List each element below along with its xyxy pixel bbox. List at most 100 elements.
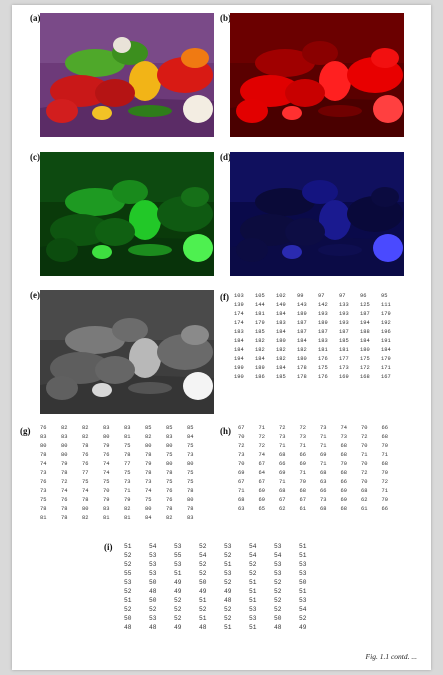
matrix-cell: 78: [166, 470, 173, 476]
matrix-cell: 52: [224, 552, 232, 559]
matrix-cell: 61: [299, 506, 306, 512]
matrix-cell: 69: [340, 497, 347, 503]
matrix-cell: 67: [238, 425, 245, 431]
matrix-cell: 48: [124, 624, 132, 631]
matrix-cell: 49: [174, 624, 182, 631]
matrix-cell: 50: [149, 579, 157, 586]
matrix-cell: 185: [255, 329, 265, 335]
matrix-cell: 67: [299, 497, 306, 503]
matrix-cell: 184: [276, 365, 286, 371]
matrix-cell: 74: [145, 488, 152, 494]
matrix-cell: 78: [187, 506, 194, 512]
matrix-cell: 80: [61, 443, 68, 449]
matrix-cell: 49: [224, 588, 232, 595]
matrix-cell: 82: [82, 515, 89, 521]
matrix-cell: 180: [276, 338, 286, 344]
matrix-cell: 53: [124, 579, 132, 586]
matrix-cell: 184: [297, 338, 307, 344]
label-d: (d): [220, 152, 231, 162]
matrix-cell: 70: [381, 497, 388, 503]
matrix-cell: 67: [279, 497, 286, 503]
matrix-cell: 70: [361, 425, 368, 431]
matrix-cell: 70: [361, 461, 368, 467]
panel-b-red-channel: [230, 13, 404, 137]
matrix-cell: 75: [166, 452, 173, 458]
matrix-cell: 79: [61, 461, 68, 467]
matrix-cell: 53: [299, 561, 307, 568]
matrix-cell: 180: [297, 356, 307, 362]
matrix-cell: 72: [381, 479, 388, 485]
matrix-cell: 78: [145, 452, 152, 458]
matrix-h: 67 71 72 72 73 74 70 66 70 72 73 73 71 73 72 68 72 72 71 71…: [238, 424, 402, 514]
matrix-cell: 79: [124, 497, 131, 503]
matrix-cell: 48: [149, 624, 157, 631]
matrix-cell: 75: [187, 443, 194, 449]
matrix-cell: 51: [199, 615, 207, 622]
matrix-cell: 185: [276, 374, 286, 380]
matrix-cell: 81: [103, 515, 110, 521]
matrix-cell: 184: [276, 329, 286, 335]
matrix-cell: 181: [339, 347, 349, 353]
matrix-cell: 48: [149, 588, 157, 595]
matrix-cell: 83: [103, 506, 110, 512]
panel-e-grayscale: [40, 290, 214, 414]
matrix-cell: 51: [199, 597, 207, 604]
matrix-cell: 85: [166, 425, 173, 431]
matrix-cell: 183: [234, 329, 244, 335]
matrix-cell: 52: [199, 570, 207, 577]
matrix-cell: 79: [103, 443, 110, 449]
matrix-cell: 54: [274, 552, 282, 559]
matrix-cell: 80: [145, 506, 152, 512]
matrix-cell: 182: [297, 347, 307, 353]
matrix-cell: 103: [234, 293, 244, 299]
matrix-cell: 66: [299, 452, 306, 458]
matrix-cell: 182: [255, 347, 265, 353]
matrix-cell: 143: [297, 302, 307, 308]
matrix-cell: 71: [279, 443, 286, 449]
matrix-cell: 51: [299, 543, 307, 550]
matrix-cell: 76: [40, 479, 47, 485]
matrix-cell: 182: [276, 347, 286, 353]
matrix-cell: 61: [361, 506, 368, 512]
matrix-cell: 182: [255, 338, 265, 344]
matrix-cell: 74: [40, 461, 47, 467]
matrix-cell: 83: [187, 515, 194, 521]
matrix-cell: 71: [320, 434, 327, 440]
matrix-cell: 78: [124, 452, 131, 458]
matrix-cell: 68: [238, 497, 245, 503]
matrix-cell: 78: [187, 488, 194, 494]
matrix-cell: 179: [255, 320, 265, 326]
matrix-cell: 54: [249, 552, 257, 559]
matrix-cell: 68: [279, 488, 286, 494]
matrix-cell: 71: [299, 470, 306, 476]
matrix-cell: 144: [255, 302, 265, 308]
matrix-cell: 68: [320, 506, 327, 512]
matrix-cell: 53: [149, 615, 157, 622]
matrix-cell: 71: [381, 452, 388, 458]
matrix-cell: 74: [61, 488, 68, 494]
matrix-cell: 182: [276, 356, 286, 362]
matrix-cell: 54: [149, 543, 157, 550]
matrix-cell: 72: [61, 479, 68, 485]
matrix-cell: 51: [249, 579, 257, 586]
matrix-cell: 78: [166, 506, 173, 512]
matrix-cell: 68: [340, 452, 347, 458]
matrix-cell: 183: [318, 338, 328, 344]
matrix-cell: 52: [124, 561, 132, 568]
matrix-cell: 50: [199, 579, 207, 586]
panel-a-color-image: [40, 13, 214, 137]
matrix-cell: 188: [360, 329, 370, 335]
matrix-cell: 49: [299, 624, 307, 631]
matrix-cell: 52: [274, 606, 282, 613]
matrix-cell: 179: [381, 311, 391, 317]
matrix-cell: 70: [340, 461, 347, 467]
matrix-cell: 71: [238, 488, 245, 494]
matrix-cell: 74: [258, 452, 265, 458]
label-i: (i): [104, 542, 113, 552]
matrix-cell: 63: [238, 506, 245, 512]
matrix-cell: 51: [174, 570, 182, 577]
matrix-cell: 81: [124, 434, 131, 440]
matrix-cell: 183: [276, 320, 286, 326]
matrix-cell: 52: [124, 588, 132, 595]
matrix-cell: 70: [299, 479, 306, 485]
